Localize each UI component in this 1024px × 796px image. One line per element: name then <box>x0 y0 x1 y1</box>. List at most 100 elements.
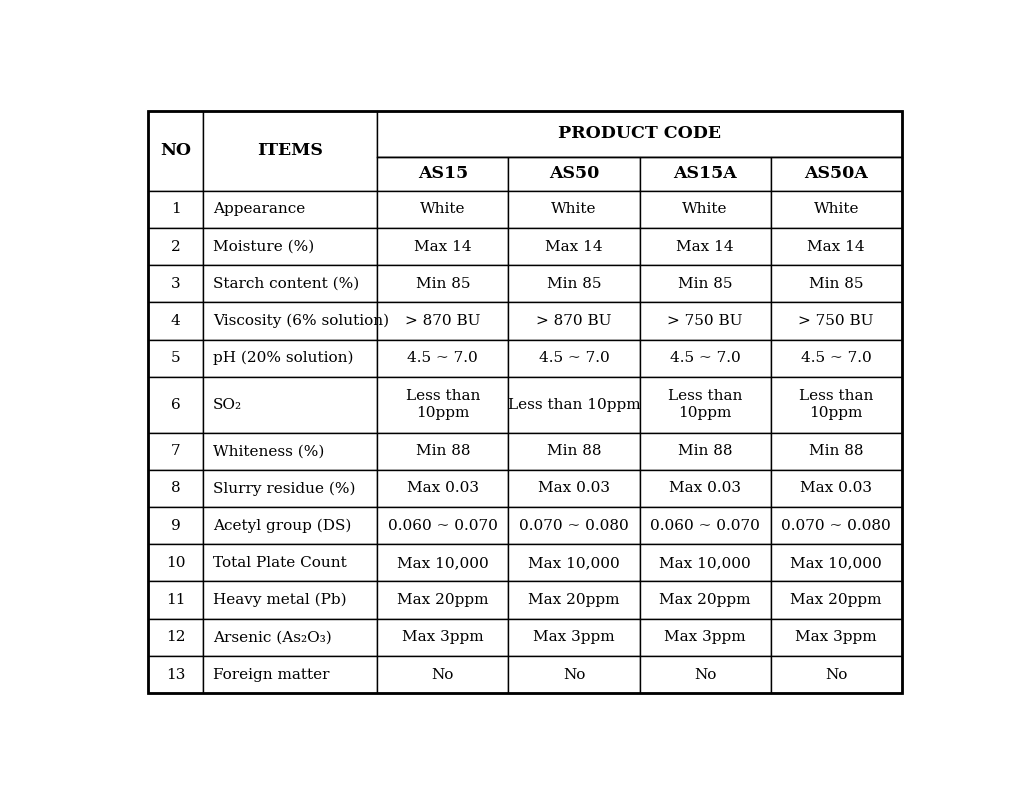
Bar <box>204 582 377 618</box>
Text: White: White <box>682 202 728 217</box>
Bar <box>508 507 640 544</box>
Bar <box>147 507 204 544</box>
Bar <box>771 265 902 302</box>
Text: Whiteness (%): Whiteness (%) <box>213 444 325 458</box>
Bar <box>377 544 508 582</box>
Bar <box>771 377 902 433</box>
Bar <box>508 302 640 340</box>
Bar <box>204 433 377 470</box>
Bar <box>377 582 508 618</box>
Bar <box>147 228 204 265</box>
Text: Max 20ppm: Max 20ppm <box>659 593 751 607</box>
Bar <box>147 433 204 470</box>
Bar <box>204 191 377 228</box>
Text: Max 3ppm: Max 3ppm <box>796 630 877 644</box>
Text: Max 20ppm: Max 20ppm <box>528 593 620 607</box>
Text: 4.5 ~ 7.0: 4.5 ~ 7.0 <box>408 351 478 365</box>
Bar <box>377 228 508 265</box>
Text: Starch content (%): Starch content (%) <box>213 277 359 291</box>
Bar <box>147 377 204 433</box>
Text: Slurry residue (%): Slurry residue (%) <box>213 482 355 496</box>
Bar <box>377 618 508 656</box>
Text: 3: 3 <box>171 277 180 291</box>
Text: Max 14: Max 14 <box>676 240 734 254</box>
Text: NO: NO <box>160 142 191 159</box>
Text: No: No <box>563 668 585 681</box>
Bar <box>640 340 771 377</box>
Bar <box>147 191 204 228</box>
Text: Viscosity (6% solution): Viscosity (6% solution) <box>213 314 389 328</box>
Text: Appearance: Appearance <box>213 202 305 217</box>
Text: 10: 10 <box>166 556 185 570</box>
Text: Max 14: Max 14 <box>414 240 472 254</box>
Text: Max 14: Max 14 <box>545 240 603 254</box>
Bar <box>204 618 377 656</box>
Bar <box>771 191 902 228</box>
Text: AS50A: AS50A <box>804 166 868 182</box>
Text: White: White <box>813 202 859 217</box>
Bar <box>640 656 771 693</box>
Text: 4.5 ~ 7.0: 4.5 ~ 7.0 <box>801 351 871 365</box>
Text: Max 0.03: Max 0.03 <box>669 482 741 495</box>
Text: Max 10,000: Max 10,000 <box>528 556 620 570</box>
Bar <box>204 340 377 377</box>
Text: ITEMS: ITEMS <box>257 142 324 159</box>
Text: 0.070 ~ 0.080: 0.070 ~ 0.080 <box>519 519 629 533</box>
Bar <box>377 157 508 191</box>
Bar <box>508 433 640 470</box>
Bar <box>771 302 902 340</box>
Bar <box>204 377 377 433</box>
Text: Min 88: Min 88 <box>809 444 863 458</box>
Bar <box>640 265 771 302</box>
Text: Arsenic (As₂O₃): Arsenic (As₂O₃) <box>213 630 332 644</box>
Text: 2: 2 <box>171 240 180 254</box>
Bar <box>508 618 640 656</box>
Bar <box>640 433 771 470</box>
Bar <box>147 618 204 656</box>
Bar <box>377 302 508 340</box>
Text: > 870 BU: > 870 BU <box>406 314 480 328</box>
Text: Max 0.03: Max 0.03 <box>407 482 479 495</box>
Bar <box>508 228 640 265</box>
Bar <box>204 656 377 693</box>
Bar <box>640 470 771 507</box>
Bar <box>771 228 902 265</box>
Bar <box>771 340 902 377</box>
Text: 0.060 ~ 0.070: 0.060 ~ 0.070 <box>650 519 760 533</box>
Bar <box>508 656 640 693</box>
Text: 12: 12 <box>166 630 185 644</box>
Text: Max 10,000: Max 10,000 <box>791 556 882 570</box>
Bar <box>640 157 771 191</box>
Text: Max 20ppm: Max 20ppm <box>791 593 882 607</box>
Text: White: White <box>420 202 466 217</box>
Text: Less than
10ppm: Less than 10ppm <box>406 389 480 420</box>
Text: 11: 11 <box>166 593 185 607</box>
Bar <box>508 191 640 228</box>
Bar <box>204 111 377 191</box>
Bar <box>377 656 508 693</box>
Text: No: No <box>825 668 848 681</box>
Bar <box>771 157 902 191</box>
Text: > 750 BU: > 750 BU <box>668 314 742 328</box>
Bar <box>147 544 204 582</box>
Bar <box>508 340 640 377</box>
Bar <box>771 656 902 693</box>
Text: 9: 9 <box>171 519 180 533</box>
Bar <box>640 507 771 544</box>
Text: 8: 8 <box>171 482 180 495</box>
Bar <box>147 340 204 377</box>
Bar <box>377 470 508 507</box>
Bar <box>771 433 902 470</box>
Bar <box>377 507 508 544</box>
Text: Max 14: Max 14 <box>807 240 865 254</box>
Text: pH (20% solution): pH (20% solution) <box>213 351 353 365</box>
Text: 4.5 ~ 7.0: 4.5 ~ 7.0 <box>539 351 609 365</box>
Text: Total Plate Count: Total Plate Count <box>213 556 347 570</box>
Text: Max 3ppm: Max 3ppm <box>402 630 483 644</box>
Text: Heavy metal (Pb): Heavy metal (Pb) <box>213 593 347 607</box>
Bar <box>377 191 508 228</box>
Text: 7: 7 <box>171 444 180 458</box>
Bar <box>204 507 377 544</box>
Text: AS15A: AS15A <box>673 166 737 182</box>
Bar <box>771 582 902 618</box>
